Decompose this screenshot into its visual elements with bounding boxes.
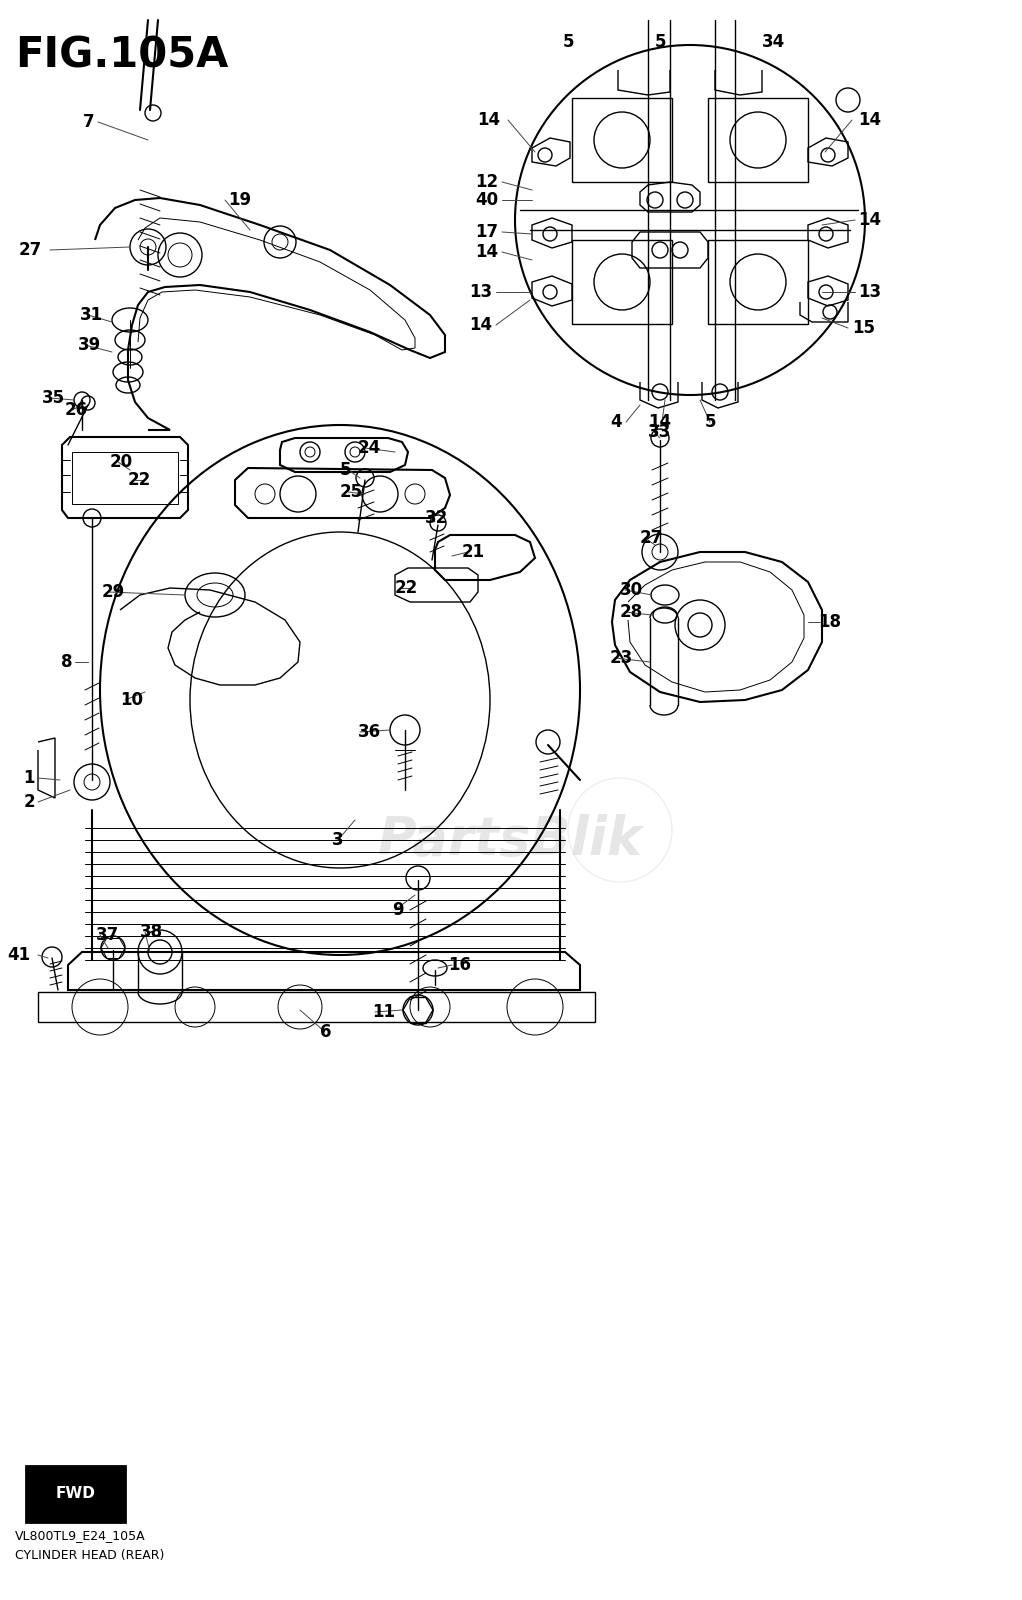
Text: VL800TL9_E24_105A: VL800TL9_E24_105A [15,1530,145,1542]
Text: 12: 12 [475,173,498,190]
Text: 14: 14 [475,243,498,261]
Text: 5: 5 [562,34,573,51]
Text: PartsBlik: PartsBlik [377,814,643,866]
Text: 4: 4 [610,413,622,430]
Text: 5: 5 [705,413,716,430]
Text: 1: 1 [24,770,35,787]
Text: 9: 9 [392,901,404,918]
Text: 14: 14 [858,211,881,229]
Text: 40: 40 [475,190,498,210]
Text: 14: 14 [858,110,881,130]
Text: 14: 14 [469,317,492,334]
Text: 5: 5 [340,461,352,478]
Text: 2: 2 [24,794,35,811]
Text: 14: 14 [648,413,671,430]
Text: 13: 13 [858,283,881,301]
Text: FWD: FWD [55,1486,95,1501]
Text: 27: 27 [640,530,663,547]
Text: 32: 32 [425,509,449,526]
Text: 29: 29 [102,582,126,602]
Text: 33: 33 [648,422,671,442]
FancyBboxPatch shape [26,1466,125,1522]
Text: 36: 36 [358,723,381,741]
Text: 14: 14 [477,110,500,130]
Text: 25: 25 [340,483,363,501]
Text: 13: 13 [469,283,492,301]
Text: 22: 22 [394,579,418,597]
Text: 19: 19 [228,190,251,210]
Text: 16: 16 [448,955,471,974]
Text: 27: 27 [18,242,42,259]
Text: 15: 15 [852,318,875,338]
Text: 26: 26 [65,402,88,419]
Text: 37: 37 [96,926,120,944]
Text: 34: 34 [762,34,785,51]
Text: 38: 38 [140,923,164,941]
Text: 6: 6 [320,1022,331,1042]
Text: 10: 10 [120,691,143,709]
Text: 11: 11 [372,1003,394,1021]
Text: FIG.105A: FIG.105A [15,35,228,77]
Text: 30: 30 [620,581,643,598]
Text: 22: 22 [128,470,151,490]
Text: 21: 21 [462,542,485,562]
Text: CYLINDER HEAD (REAR): CYLINDER HEAD (REAR) [15,1549,165,1562]
Text: 24: 24 [358,438,381,458]
Text: 18: 18 [818,613,841,630]
Text: 23: 23 [610,650,634,667]
Text: 8: 8 [60,653,72,670]
Text: 28: 28 [620,603,643,621]
Text: 41: 41 [7,946,30,963]
Text: 3: 3 [332,830,343,850]
Text: 5: 5 [654,34,665,51]
Text: 20: 20 [110,453,133,470]
Text: 7: 7 [84,114,95,131]
Text: 35: 35 [42,389,65,406]
Text: 17: 17 [475,222,498,242]
Text: 39: 39 [78,336,101,354]
Text: 31: 31 [80,306,103,323]
